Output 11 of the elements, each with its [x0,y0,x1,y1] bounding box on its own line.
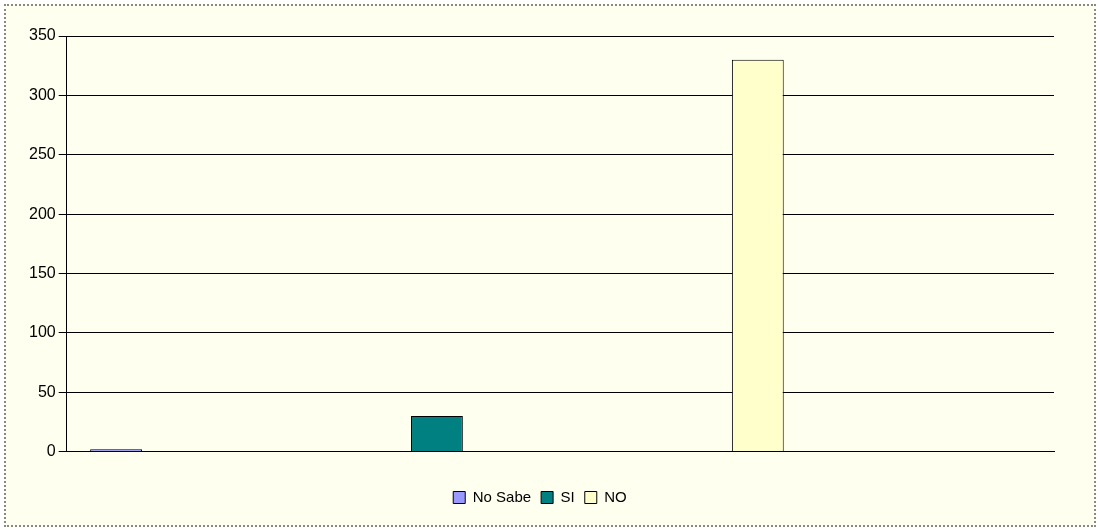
y-tick-label: 350 [28,26,56,44]
y-tick-label: 250 [28,145,56,163]
y-tick-label: 100 [28,323,56,341]
legend-label: NO [604,487,627,505]
legend-label: No Sabe [472,487,532,505]
y-tick-label: 0 [46,442,56,460]
y-tick-label: 50 [37,382,56,400]
y-tick-label: 150 [28,263,56,281]
legend-label: SI [560,487,575,505]
y-tick-label: 300 [28,85,56,103]
y-tick-label: 200 [28,204,56,222]
